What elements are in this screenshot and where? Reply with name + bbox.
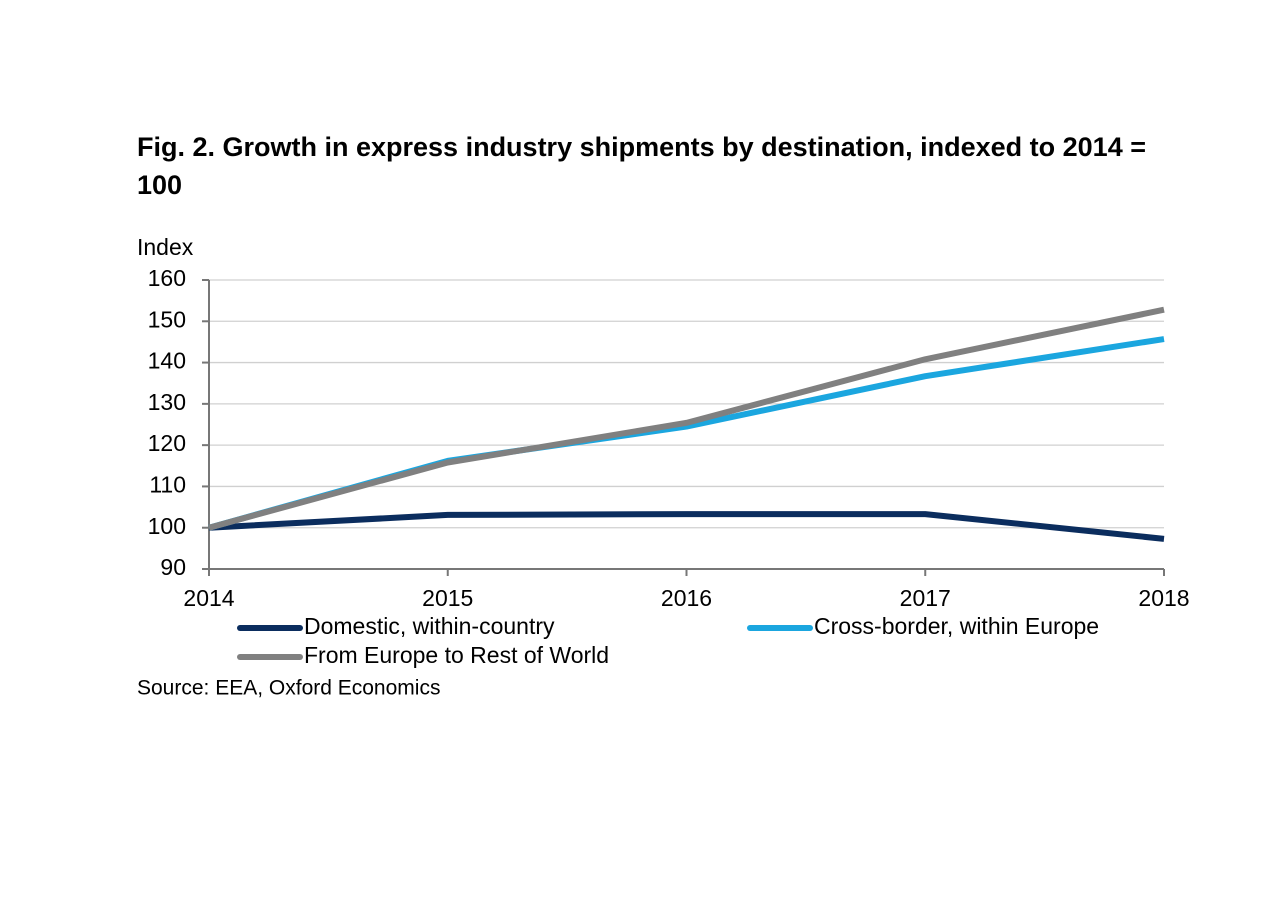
x-tick-label: 2016 bbox=[661, 585, 712, 611]
series-line bbox=[208, 306, 1165, 531]
legend-label: Domestic, within-country bbox=[304, 613, 555, 639]
x-tick-label: 2018 bbox=[1138, 585, 1189, 611]
legend-label: From Europe to Rest of World bbox=[304, 642, 609, 668]
y-tick-label: 110 bbox=[149, 472, 186, 498]
x-tick-label: 2015 bbox=[422, 585, 473, 611]
chart-title: Fig. 2. Growth in express industry shipm… bbox=[137, 132, 1146, 200]
y-tick-label: 100 bbox=[148, 513, 186, 539]
series-line bbox=[208, 336, 1165, 531]
y-tick-label: 90 bbox=[160, 554, 186, 580]
y-axis-label: Index bbox=[137, 234, 194, 260]
source: Source: EEA, Oxford Economics bbox=[137, 677, 440, 700]
y-tick-label: 140 bbox=[148, 348, 186, 374]
y-tick-label: 160 bbox=[148, 265, 186, 291]
y-tick-label: 150 bbox=[148, 306, 186, 332]
legend-label: Cross-border, within Europe bbox=[814, 613, 1099, 639]
x-tick-label: 2014 bbox=[183, 585, 234, 611]
series-line bbox=[208, 511, 1165, 542]
x-tick-label: 2017 bbox=[900, 585, 951, 611]
y-tick-label: 130 bbox=[148, 389, 186, 415]
y-tick-label: 120 bbox=[148, 430, 186, 456]
